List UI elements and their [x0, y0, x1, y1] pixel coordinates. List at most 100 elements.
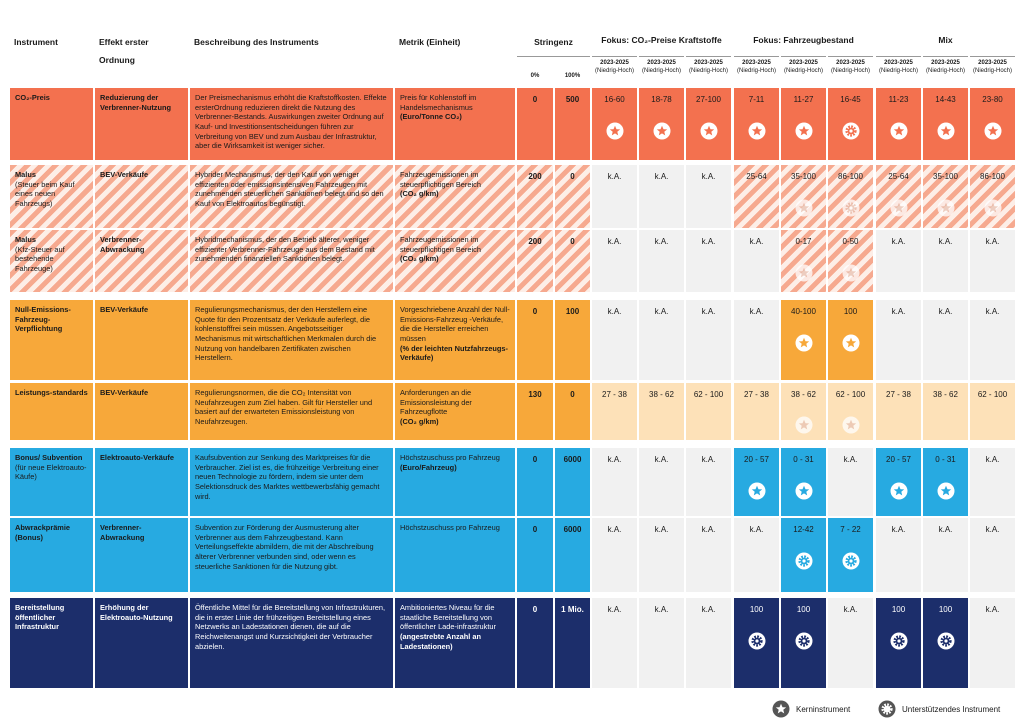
icon: [748, 632, 766, 652]
value: k.A.: [749, 525, 764, 534]
value: k.A.: [749, 307, 764, 316]
effect-cell: Reduzierung der Verbrenner-Nutzung: [95, 88, 188, 160]
stringency-cell: 0: [555, 383, 590, 440]
value: k.A.: [891, 525, 906, 534]
stringency-cell: 500: [555, 88, 590, 160]
stringency-cell: 200: [517, 230, 553, 292]
metric-unit: (Euro/Tonne CO₂): [400, 112, 462, 122]
description: Öffentliche Mittel für die Bereitstellun…: [195, 603, 386, 651]
value-cell: 35-100: [923, 165, 968, 228]
metric-cell: Ambitioniertes Niveau für die staatliche…: [395, 598, 515, 688]
value: k.A.: [985, 605, 1000, 614]
value-cell: k.A.: [686, 165, 731, 228]
header-rule: [876, 56, 921, 57]
support-icon: [795, 632, 812, 650]
support-icon: [937, 632, 954, 650]
period-header: 2023-2025 (Niedrig-Hoch): [923, 60, 968, 82]
icon: [795, 552, 813, 572]
stringency-max: 6000: [563, 525, 582, 534]
value-cell: k.A.: [828, 598, 873, 688]
icon: [984, 199, 1002, 219]
stringency-min: 0: [532, 605, 538, 614]
value: k.A.: [701, 605, 716, 614]
value-cell: k.A.: [686, 598, 731, 688]
header-cell: Beschreibung des Instruments: [194, 32, 384, 56]
description-cell: Kaufsubvention zur Senkung des Marktprei…: [190, 448, 393, 516]
icon: [937, 199, 955, 219]
stringency-cell: 6000: [555, 448, 590, 516]
effect-cell: BEV-Verkäufe: [95, 383, 188, 440]
icon: [890, 199, 908, 219]
description: Kaufsubvention zur Senkung des Marktprei…: [195, 453, 380, 501]
value-cell: 100: [876, 598, 921, 688]
value: 25-64: [888, 172, 909, 181]
value: 16-60: [604, 95, 625, 104]
metric-cell: Preis für Kohlenstoff im Handelsmechanis…: [395, 88, 515, 160]
value-cell: 0-50: [828, 230, 873, 292]
value: 100: [938, 605, 953, 614]
icon: [842, 334, 860, 354]
metric-unit: (CO₂ g/km): [400, 254, 439, 264]
value: 25-64: [746, 172, 767, 181]
value-cell: 62 - 100: [828, 383, 873, 440]
metric-unit: (angestrebte Anzahl an Ladestationen): [400, 631, 482, 651]
value-cell: 62 - 100: [686, 383, 731, 440]
core-icon: [653, 122, 670, 140]
instrument-cell: Bonus/ Subvention (für neue Elektroauto-K…: [10, 448, 93, 516]
period: 2023-2025: [694, 60, 723, 66]
core-icon: [937, 482, 954, 500]
value-cell: k.A.: [592, 165, 637, 228]
value: k.A.: [749, 237, 764, 246]
stringency-max: 0: [570, 237, 575, 246]
value-cell: 25-64: [876, 165, 921, 228]
core-icon: [795, 122, 812, 140]
value-cell: k.A.: [639, 300, 684, 380]
value-cell: 25-64: [734, 165, 779, 228]
icon: [890, 482, 908, 502]
value-cell: 38 - 62: [639, 383, 684, 440]
value-cell: 7-11: [734, 88, 779, 160]
period: 2023-2025: [931, 60, 960, 66]
value: 20 - 57: [886, 455, 911, 464]
description-cell: Hybridmechanismus, der den Betrieb älter…: [190, 230, 393, 292]
stringency-cell: 0: [517, 88, 553, 160]
header-rule: [923, 56, 968, 57]
core-icon: [890, 122, 907, 140]
value-cell: k.A.: [686, 448, 731, 516]
value: 7 - 22: [840, 525, 861, 534]
stringency-max: 100: [565, 307, 580, 316]
value: 14-43: [935, 95, 956, 104]
value-cell: k.A.: [970, 598, 1015, 688]
core-icon: [795, 264, 812, 282]
value: k.A.: [607, 307, 622, 316]
value: k.A.: [654, 605, 669, 614]
stringency-cell: 0: [555, 230, 590, 292]
icon: [937, 482, 955, 502]
value-cell: 7 - 22: [828, 518, 873, 592]
icon: [842, 552, 860, 572]
metric-cell: Höchstzuschuss pro Fahrzeug (Euro/Fahrzeu…: [395, 448, 515, 516]
core-icon: [842, 334, 859, 352]
value: 18-78: [651, 95, 672, 104]
effect: BEV-Verkäufe: [100, 170, 149, 179]
value-cell: 20 - 57: [734, 448, 779, 516]
header-rule: [686, 56, 731, 57]
effect: Erhöhung der Elektroauto-Nutzung: [100, 603, 173, 622]
core-icon: [984, 122, 1001, 140]
value: 100: [749, 605, 764, 614]
header-text: 100%: [564, 73, 581, 79]
value: 100: [891, 605, 906, 614]
period-header: 2023-2025 (Niedrig-Hoch): [876, 60, 921, 82]
value: 62 - 100: [693, 390, 724, 399]
description: Hybridmechanismus, der den Betrieb älter…: [195, 235, 375, 264]
effect: BEV-Verkäufe: [100, 305, 149, 314]
value-cell: k.A.: [686, 518, 731, 592]
icon: [937, 122, 955, 142]
period-header: 2023-2025 (Niedrig-Hoch): [686, 60, 731, 82]
value-cell: k.A.: [876, 230, 921, 292]
support-icon: [748, 632, 765, 650]
value: k.A.: [985, 307, 1000, 316]
period-range: (Niedrig-Hoch): [641, 67, 681, 74]
value-cell: 0 - 31: [923, 448, 968, 516]
value: k.A.: [985, 525, 1000, 534]
